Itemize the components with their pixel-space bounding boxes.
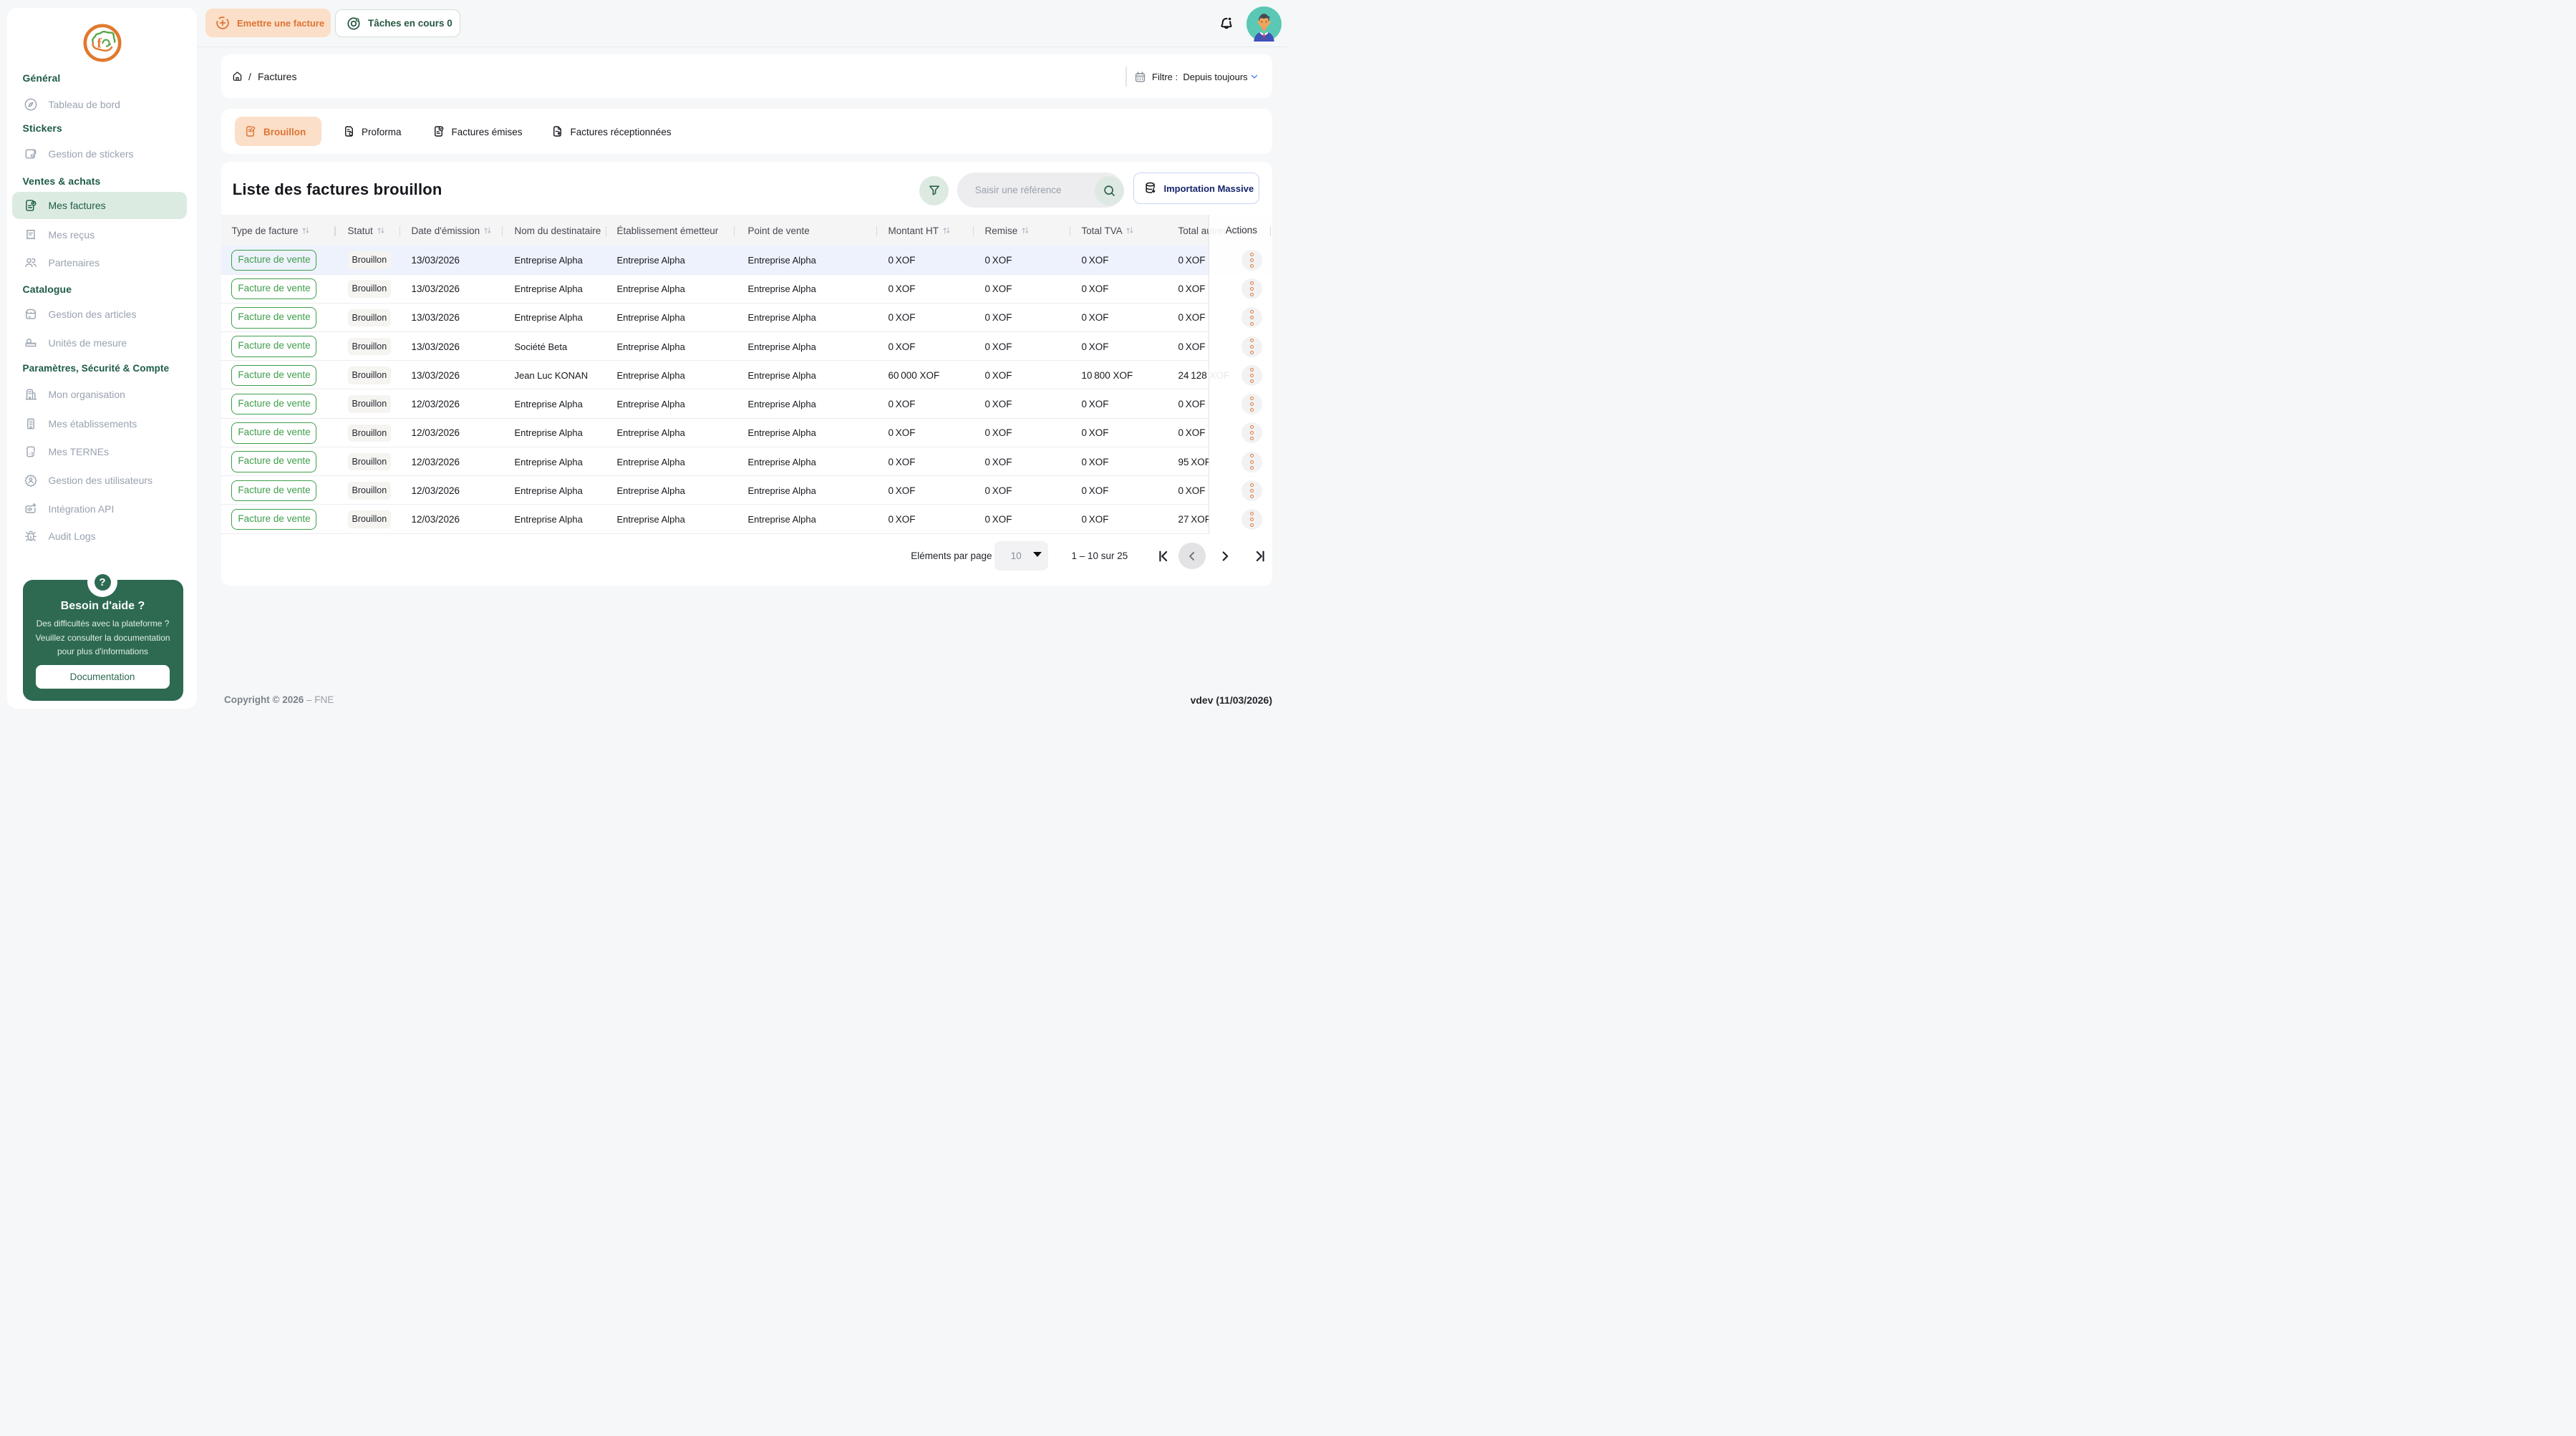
- svg-text:f: f: [97, 36, 102, 51]
